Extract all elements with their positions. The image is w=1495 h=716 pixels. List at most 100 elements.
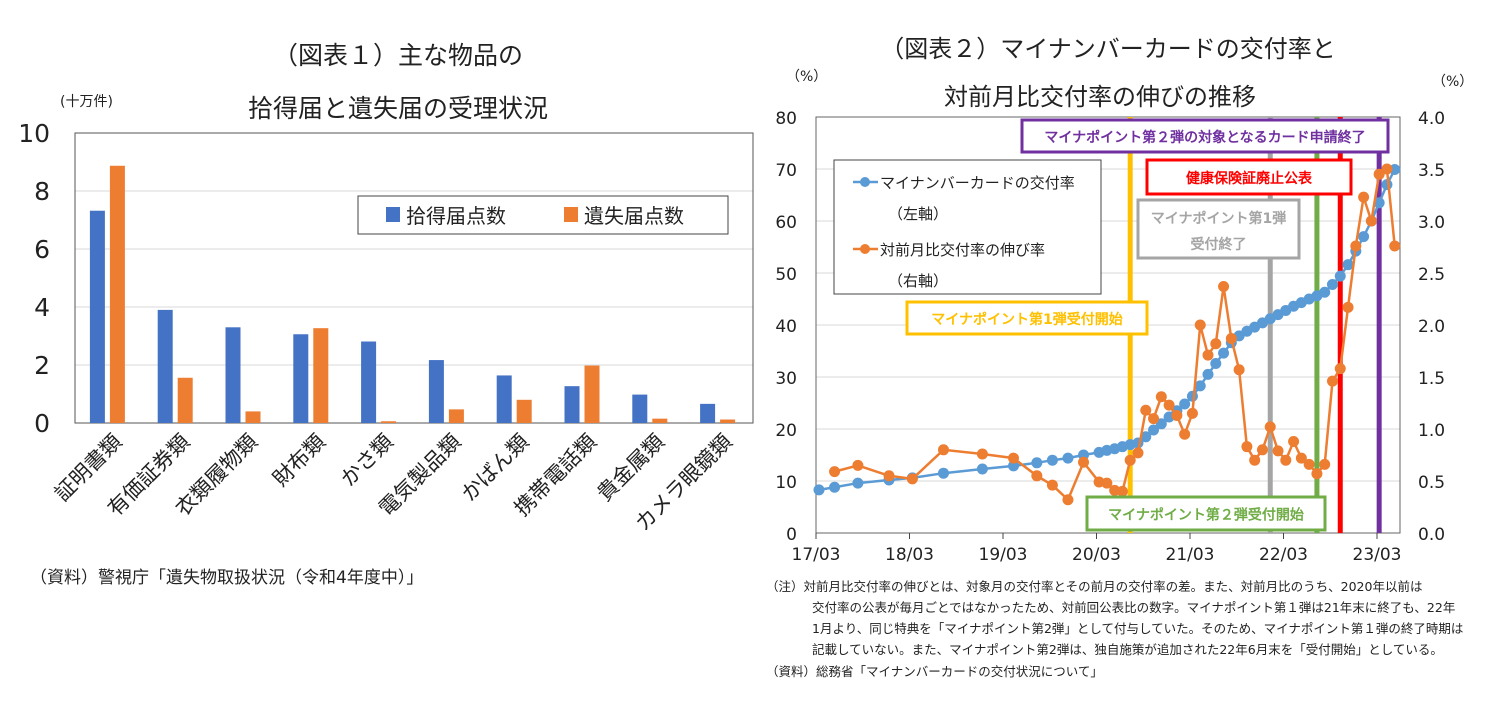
chart2-point-left [813,484,825,496]
chart1-bar-found [293,334,309,423]
chart2-right-tick: 3.0 [1418,213,1445,233]
chart2-note-3: 1月より、同じ特典を「マイナポイント第2弾」として付与していた。そのため、マイナ… [812,621,1464,636]
chart2-note-2: 交付率の公表が毎月ごとではなかったため、対前回公表比の数字。マイナポイント第１弾… [812,600,1456,615]
chart1-bar-lost [584,365,600,423]
chart2-event-label-box [1020,118,1390,154]
chart2-event-label-box [905,300,1149,336]
chart2-event-label-box [1145,158,1353,196]
chart1-plot-area [74,132,754,424]
chart2-point-right [1326,375,1338,387]
chart1-bar-found [700,403,716,423]
chart2-point-right [1241,441,1253,453]
chart1-category-label: かさ類 [336,430,398,492]
chart1-y-tick: 4 [34,293,50,322]
chart2-point-right [1031,470,1043,482]
chart1-y-tick: 10 [18,119,50,148]
chart2-event-label-box [1136,198,1301,260]
chart1-bar-lost [652,418,668,423]
chart2-point-right [1272,445,1284,457]
chart2-source: （資料）総務省「マイナンバーカードの交付状況について」 [766,664,1103,679]
chart2-title-line2: 対前月比交付率の伸びの推移 [944,83,1256,111]
chart2-legend-label: マイナンバーカードの交付率 [880,174,1075,192]
chart2-point-right [1078,456,1090,468]
chart2-point-right [1101,477,1113,489]
chart1-legend-swatch [564,207,578,222]
chart1-category-label: 財布類 [268,430,330,492]
chart2-point-right [1389,240,1401,252]
chart2-point-right [1256,444,1268,456]
chart1-bar-found [225,327,241,423]
chart2-point-right [883,470,895,482]
chart2-point-right [1046,479,1058,491]
chart2-legend-sublabel: （左軸） [888,205,948,223]
chart1-bar-lost [720,419,736,423]
chart2-legend-label: 対前月比交付率の伸び率 [880,241,1045,259]
chart2-point-left [1326,278,1338,290]
chart2-point-right [1210,338,1222,350]
chart2-event-label: 健康保険証廃止公表 [1186,170,1313,187]
chart2-legend [833,159,1102,295]
chart2-point-right [1350,240,1362,252]
chart2-x-tick: 17/03 [792,545,841,565]
chart2-point-right [1311,468,1323,480]
chart2-point-right [1202,349,1214,361]
chart2-point-right [1171,409,1183,421]
chart1-bar-found [157,309,173,423]
chart2-point-left [1008,460,1019,472]
chart2-x-tick: 18/03 [885,545,934,565]
chart2-point-right [852,459,864,471]
chart2-point-right [1008,452,1019,464]
chart2-left-tick: 60 [775,213,797,233]
chart2-point-right [1132,447,1144,459]
chart2-event-label: マイナポイント第1弾 [1151,210,1286,227]
chart2-point-left [1046,454,1058,466]
chart1-y-tick: 6 [34,235,50,264]
chart2-point-right [1264,421,1276,433]
chart2-right-tick: 2.0 [1418,317,1445,337]
chart2-right-tick: 3.5 [1418,161,1445,181]
chart1-source: （資料）警視庁「遺失物取扱状況（令和4年度中）」 [30,568,424,588]
chart2-x-tick: 22/03 [1259,545,1308,565]
chart2-point-right [1342,301,1354,313]
chart2-point-right [1303,458,1315,470]
chart1-bar-lost [109,165,125,423]
chart1-title-line1: （図表１）主な物品の [273,41,523,70]
chart2-legend-marker [860,177,870,187]
chart1-y-tick: 0 [34,409,50,438]
chart2-point-right [1116,485,1128,497]
chart2-left-tick: 30 [775,369,797,389]
chart2-point-right [1233,364,1245,376]
chart2-point-right [1163,399,1175,411]
chart2-point-left [1140,431,1152,443]
chart2-point-left [1202,368,1214,380]
chart2-point-left [976,463,988,475]
chart2-point-left [1319,286,1331,298]
chart1-legend-label: 遺失届点数 [584,204,684,228]
chart2-point-right [906,473,918,485]
chart2-point-left [1031,457,1043,469]
chart2-left-tick: 80 [775,109,797,129]
chart2-point-right [1358,191,1370,203]
chart2-point-right [829,466,841,478]
chart2-x-tick: 19/03 [979,545,1028,565]
chart2-point-right [1334,363,1346,375]
chart2-right-tick: 0.5 [1418,473,1445,493]
chart2-point-right [1381,163,1393,175]
chart1-y-tick: 2 [34,351,50,380]
chart2-point-right [976,448,988,460]
chart2-right-tick: 4.0 [1418,109,1445,129]
chart2-right-tick: 1.0 [1418,421,1445,441]
chart2-point-left [1148,424,1160,436]
chart2-right-tick: 2.5 [1418,265,1445,285]
chart1-bar-found [89,210,105,423]
chart2-point-right [1155,391,1167,403]
chart2-left-tick: 40 [775,317,797,337]
chart2-left-unit: （%） [786,69,827,85]
chart2-point-left [1062,452,1074,464]
chart2-point-left [1389,164,1401,176]
chart2-point-left [1342,259,1354,271]
chart2-left-tick: 70 [775,161,797,181]
chart1-legend-label: 拾得届点数 [406,204,506,228]
